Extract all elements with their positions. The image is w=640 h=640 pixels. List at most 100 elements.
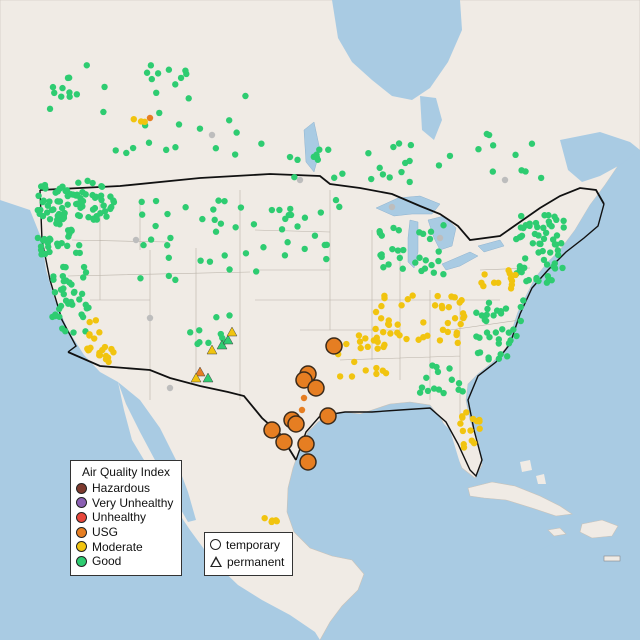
aqi-marker[interactable] bbox=[225, 117, 233, 124]
aqi-marker[interactable] bbox=[379, 171, 387, 178]
no-data-marker[interactable] bbox=[436, 234, 444, 242]
aqi-marker[interactable] bbox=[71, 288, 78, 296]
aqi-marker[interactable] bbox=[91, 204, 99, 212]
aqi-marker[interactable] bbox=[459, 427, 467, 435]
aqi-marker[interactable] bbox=[242, 92, 249, 100]
aqi-marker[interactable] bbox=[558, 240, 565, 247]
aqi-marker[interactable] bbox=[232, 224, 239, 231]
aqi-marker[interactable] bbox=[73, 192, 80, 199]
aqi-marker[interactable] bbox=[483, 329, 491, 336]
aqi-marker[interactable] bbox=[430, 385, 438, 392]
aqi-marker[interactable] bbox=[278, 226, 286, 233]
aqi-marker[interactable] bbox=[435, 162, 443, 169]
aqi-marker[interactable] bbox=[57, 302, 65, 310]
aqi-marker[interactable] bbox=[510, 326, 517, 333]
temporary-monitor-marker[interactable] bbox=[319, 407, 337, 425]
aqi-marker[interactable] bbox=[460, 314, 467, 322]
aqi-marker[interactable] bbox=[100, 108, 107, 116]
aqi-marker[interactable] bbox=[89, 179, 96, 187]
aqi-marker[interactable] bbox=[547, 249, 554, 256]
aqi-marker[interactable] bbox=[85, 304, 92, 311]
aqi-marker[interactable] bbox=[365, 149, 372, 157]
aqi-marker[interactable] bbox=[455, 380, 463, 387]
aqi-marker[interactable] bbox=[512, 271, 519, 279]
aqi-marker[interactable] bbox=[58, 93, 65, 100]
aqi-marker[interactable] bbox=[448, 293, 455, 300]
aqi-marker[interactable] bbox=[59, 272, 67, 280]
aqi-marker[interactable] bbox=[85, 214, 92, 221]
aqi-marker[interactable] bbox=[376, 164, 383, 172]
aqi-marker[interactable] bbox=[78, 290, 86, 298]
aqi-marker[interactable] bbox=[559, 264, 566, 272]
aqi-marker[interactable] bbox=[357, 344, 364, 352]
aqi-marker[interactable] bbox=[284, 239, 291, 246]
aqi-marker[interactable] bbox=[553, 232, 561, 239]
aqi-marker[interactable] bbox=[455, 386, 462, 393]
aqi-marker[interactable] bbox=[64, 201, 71, 208]
aqi-marker[interactable] bbox=[426, 235, 434, 243]
aqi-marker[interactable] bbox=[560, 224, 567, 231]
aqi-marker[interactable] bbox=[497, 308, 505, 315]
aqi-marker[interactable] bbox=[560, 217, 567, 225]
aqi-marker[interactable] bbox=[66, 93, 73, 100]
aqi-marker[interactable] bbox=[416, 229, 423, 236]
aqi-marker[interactable] bbox=[291, 173, 298, 181]
aqi-marker[interactable] bbox=[540, 256, 548, 264]
aqi-marker[interactable] bbox=[348, 373, 356, 380]
aqi-marker[interactable] bbox=[398, 302, 405, 309]
aqi-marker[interactable] bbox=[435, 257, 442, 265]
no-data-marker[interactable] bbox=[296, 176, 304, 184]
aqi-marker[interactable] bbox=[130, 115, 137, 123]
aqi-marker[interactable] bbox=[110, 197, 117, 204]
aqi-marker[interactable] bbox=[196, 125, 204, 132]
aqi-marker[interactable] bbox=[356, 338, 364, 345]
aqi-marker[interactable] bbox=[231, 151, 239, 158]
aqi-marker[interactable] bbox=[92, 317, 100, 324]
aqi-marker[interactable] bbox=[407, 141, 415, 149]
aqi-marker[interactable] bbox=[415, 336, 422, 343]
aqi-marker[interactable] bbox=[489, 168, 497, 175]
aqi-marker[interactable] bbox=[79, 203, 86, 210]
aqi-marker[interactable] bbox=[177, 74, 185, 82]
permanent-monitor-marker[interactable] bbox=[194, 366, 206, 377]
aqi-marker[interactable] bbox=[199, 215, 206, 223]
aqi-marker[interactable] bbox=[546, 221, 553, 228]
aqi-marker[interactable] bbox=[423, 374, 430, 381]
aqi-marker[interactable] bbox=[298, 406, 306, 414]
aqi-marker[interactable] bbox=[164, 210, 171, 218]
aqi-marker[interactable] bbox=[386, 174, 393, 181]
aqi-marker[interactable] bbox=[409, 292, 416, 299]
no-data-marker[interactable] bbox=[501, 176, 509, 184]
aqi-marker[interactable] bbox=[143, 69, 151, 76]
aqi-marker[interactable] bbox=[141, 118, 148, 126]
aqi-marker[interactable] bbox=[439, 326, 447, 334]
aqi-marker[interactable] bbox=[147, 62, 155, 69]
temporary-monitor-marker[interactable] bbox=[287, 415, 305, 433]
aqi-marker[interactable] bbox=[490, 312, 497, 319]
aqi-marker[interactable] bbox=[377, 315, 385, 322]
aqi-marker[interactable] bbox=[535, 232, 542, 239]
aqi-marker[interactable] bbox=[37, 206, 44, 214]
aqi-marker[interactable] bbox=[285, 211, 293, 219]
aqi-marker[interactable] bbox=[39, 237, 47, 244]
aqi-marker[interactable] bbox=[217, 220, 225, 227]
aqi-marker[interactable] bbox=[107, 205, 114, 213]
aqi-marker[interactable] bbox=[148, 75, 156, 83]
aqi-marker[interactable] bbox=[83, 62, 90, 69]
aqi-marker[interactable] bbox=[60, 214, 68, 222]
aqi-marker[interactable] bbox=[475, 145, 482, 153]
no-data-marker[interactable] bbox=[146, 314, 154, 322]
aqi-marker[interactable] bbox=[72, 249, 80, 256]
aqi-marker[interactable] bbox=[44, 202, 52, 209]
aqi-marker[interactable] bbox=[378, 232, 385, 239]
aqi-marker[interactable] bbox=[470, 439, 478, 447]
aqi-marker[interactable] bbox=[46, 248, 53, 256]
no-data-marker[interactable] bbox=[388, 203, 396, 211]
aqi-marker[interactable] bbox=[362, 367, 369, 374]
aqi-marker[interactable] bbox=[99, 346, 106, 354]
aqi-marker[interactable] bbox=[518, 212, 525, 220]
aqi-marker[interactable] bbox=[379, 328, 387, 336]
aqi-marker[interactable] bbox=[398, 168, 405, 176]
aqi-marker[interactable] bbox=[64, 74, 72, 82]
temporary-monitor-marker[interactable] bbox=[275, 433, 293, 451]
